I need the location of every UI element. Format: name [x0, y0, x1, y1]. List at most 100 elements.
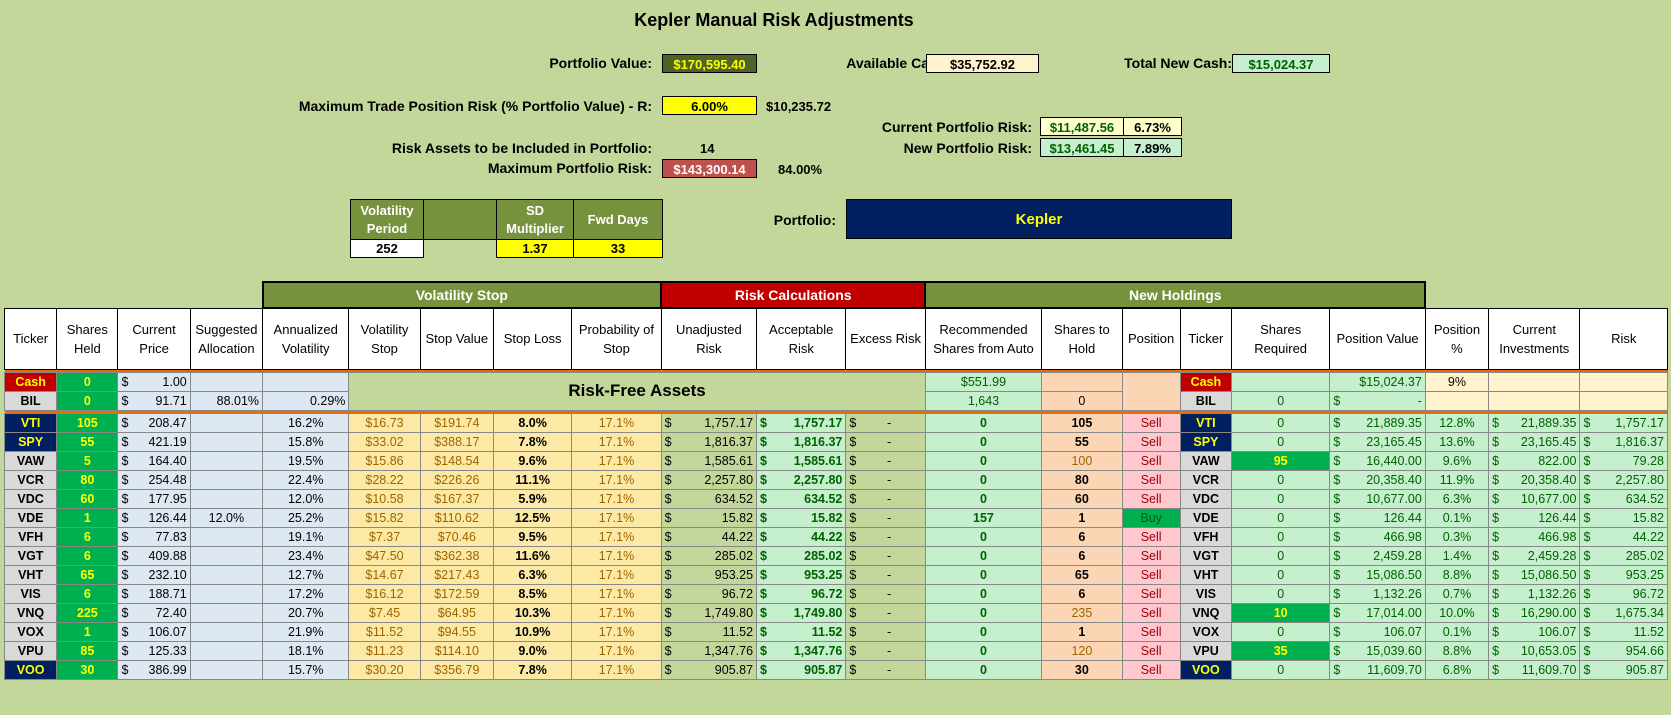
- shares-held[interactable]: 6: [56, 545, 119, 566]
- ticker-cell[interactable]: VAW: [3, 450, 58, 471]
- header-suggested-allocation[interactable]: Suggested Allocation: [189, 307, 264, 370]
- shares-held[interactable]: 6: [56, 526, 119, 547]
- shares-held[interactable]: 1: [56, 621, 119, 642]
- ticker-cell[interactable]: VDC: [3, 488, 58, 509]
- shares-held[interactable]: 5: [56, 450, 119, 471]
- header-current-price[interactable]: Current Price: [117, 307, 191, 370]
- header-position[interactable]: Position: [1121, 307, 1181, 370]
- shares-to-hold[interactable]: 6: [1041, 583, 1123, 604]
- suggested-allocation[interactable]: [189, 640, 264, 661]
- ticker-cell[interactable]: VHT: [3, 564, 58, 585]
- shares-held[interactable]: 65: [56, 564, 119, 585]
- ticker-cell[interactable]: VOX: [3, 621, 58, 642]
- position-pct: 0.7%: [1424, 583, 1490, 604]
- shares-held[interactable]: 55: [56, 431, 119, 452]
- max-trade-risk-pct[interactable]: 6.00%: [662, 96, 757, 115]
- shares-to-hold[interactable]: 80: [1041, 469, 1123, 490]
- shares-held[interactable]: 225: [56, 602, 119, 623]
- ticker-cell[interactable]: VNQ: [3, 602, 58, 623]
- fwd-days-input[interactable]: 33: [573, 239, 663, 258]
- shares-to-hold[interactable]: 60: [1041, 488, 1123, 509]
- total-new-cash[interactable]: $15,024.37: [1232, 54, 1330, 73]
- header-acceptable-risk[interactable]: Acceptable Risk: [756, 307, 847, 370]
- shares-to-hold[interactable]: 1: [1041, 621, 1123, 642]
- shares-held[interactable]: 80: [56, 469, 119, 490]
- ticker-cell[interactable]: VCR: [3, 469, 58, 490]
- shares-to-hold[interactable]: 235: [1041, 602, 1123, 623]
- annualized-volatility: 12.0%: [262, 488, 350, 509]
- current-price: $208.47: [117, 412, 191, 433]
- shares-held[interactable]: 60: [56, 488, 119, 509]
- ticker-cell[interactable]: VGT: [3, 545, 58, 566]
- header-shares-required[interactable]: Shares Required: [1230, 307, 1331, 370]
- suggested-allocation[interactable]: 12.0%: [189, 507, 264, 528]
- ticker-cell[interactable]: BIL: [3, 390, 58, 411]
- shares-held[interactable]: 0: [56, 390, 119, 411]
- ticker-cell[interactable]: SPY: [3, 431, 58, 452]
- stop-loss: 9.6%: [492, 450, 573, 471]
- ticker-cell-2: VNQ: [1179, 602, 1232, 623]
- shares-held[interactable]: 105: [56, 412, 119, 433]
- header-recommended-shares[interactable]: Recommended Shares from Auto: [924, 307, 1043, 370]
- suggested-allocation[interactable]: [189, 412, 264, 433]
- ticker-cell[interactable]: VIS: [3, 583, 58, 604]
- shares-held[interactable]: 6: [56, 583, 119, 604]
- header-current-investments[interactable]: Current Investments: [1488, 307, 1581, 370]
- suggested-allocation[interactable]: [189, 583, 264, 604]
- header-stop-value[interactable]: Stop Value: [419, 307, 494, 370]
- shares-to-hold[interactable]: 65: [1041, 564, 1123, 585]
- suggested-allocation[interactable]: [189, 659, 264, 680]
- ticker-cell[interactable]: VPU: [3, 640, 58, 661]
- shares-to-hold[interactable]: 30: [1041, 659, 1123, 680]
- header-position-pct[interactable]: Position %: [1424, 307, 1490, 370]
- current-price: $164.40: [117, 450, 191, 471]
- suggested-allocation[interactable]: [189, 488, 264, 509]
- shares-to-hold[interactable]: 55: [1041, 431, 1123, 452]
- portfolio-name[interactable]: Kepler: [846, 199, 1232, 239]
- suggested-allocation[interactable]: [189, 602, 264, 623]
- shares-held[interactable]: 30: [56, 659, 119, 680]
- vol-period-input[interactable]: 252: [350, 239, 424, 258]
- header-stop-loss[interactable]: Stop Loss: [492, 307, 573, 370]
- suggested-allocation[interactable]: [189, 450, 264, 471]
- shares-to-hold[interactable]: 1: [1041, 507, 1123, 528]
- suggested-allocation[interactable]: [189, 545, 264, 566]
- risk: $954.66: [1579, 640, 1668, 661]
- ticker-cell[interactable]: VDE: [3, 507, 58, 528]
- header-shares-held[interactable]: Shares Held: [56, 307, 119, 370]
- header-probability-of-stop[interactable]: Probability of Stop: [571, 307, 662, 370]
- shares-to-hold[interactable]: 105: [1041, 412, 1123, 433]
- sd-multiplier-input[interactable]: 1.37: [496, 239, 574, 258]
- header-excess-risk[interactable]: Excess Risk: [845, 307, 926, 370]
- current-investments: $21,889.35: [1488, 412, 1581, 433]
- shares-held[interactable]: 85: [56, 640, 119, 661]
- portfolio-value[interactable]: $170,595.40: [662, 54, 757, 73]
- available-cash[interactable]: $35,752.92: [926, 54, 1039, 73]
- header-ticker-2[interactable]: Ticker: [1179, 307, 1232, 370]
- header-volatility-stop[interactable]: Volatility Stop: [348, 307, 421, 370]
- header-ticker[interactable]: Ticker: [3, 307, 58, 370]
- new-risk-label: New Portfolio Risk:: [903, 140, 1032, 156]
- suggested-allocation[interactable]: [189, 431, 264, 452]
- shares-to-hold[interactable]: 6: [1041, 526, 1123, 547]
- excess-risk: $ -: [845, 507, 926, 528]
- shares-held[interactable]: 0: [56, 371, 119, 392]
- ticker-cell[interactable]: Cash: [3, 371, 58, 392]
- shares-to-hold[interactable]: 6: [1041, 545, 1123, 566]
- shares-to-hold[interactable]: 120: [1041, 640, 1123, 661]
- header-unadjusted-risk[interactable]: Unadjusted Risk: [660, 307, 758, 370]
- suggested-allocation[interactable]: 88.01%: [189, 390, 264, 411]
- header-position-value[interactable]: Position Value: [1329, 307, 1426, 370]
- suggested-allocation[interactable]: [189, 469, 264, 490]
- header-shares-to-hold[interactable]: Shares to Hold: [1041, 307, 1123, 370]
- ticker-cell[interactable]: VFH: [3, 526, 58, 547]
- header-annualized-volatility[interactable]: Annualized Volatility: [262, 307, 350, 370]
- suggested-allocation[interactable]: [189, 621, 264, 642]
- header-risk[interactable]: Risk: [1579, 307, 1668, 370]
- shares-held[interactable]: 1: [56, 507, 119, 528]
- ticker-cell[interactable]: VOO: [3, 659, 58, 680]
- suggested-allocation[interactable]: [189, 564, 264, 585]
- ticker-cell[interactable]: VTI: [3, 412, 58, 433]
- shares-to-hold[interactable]: 100: [1041, 450, 1123, 471]
- suggested-allocation[interactable]: [189, 526, 264, 547]
